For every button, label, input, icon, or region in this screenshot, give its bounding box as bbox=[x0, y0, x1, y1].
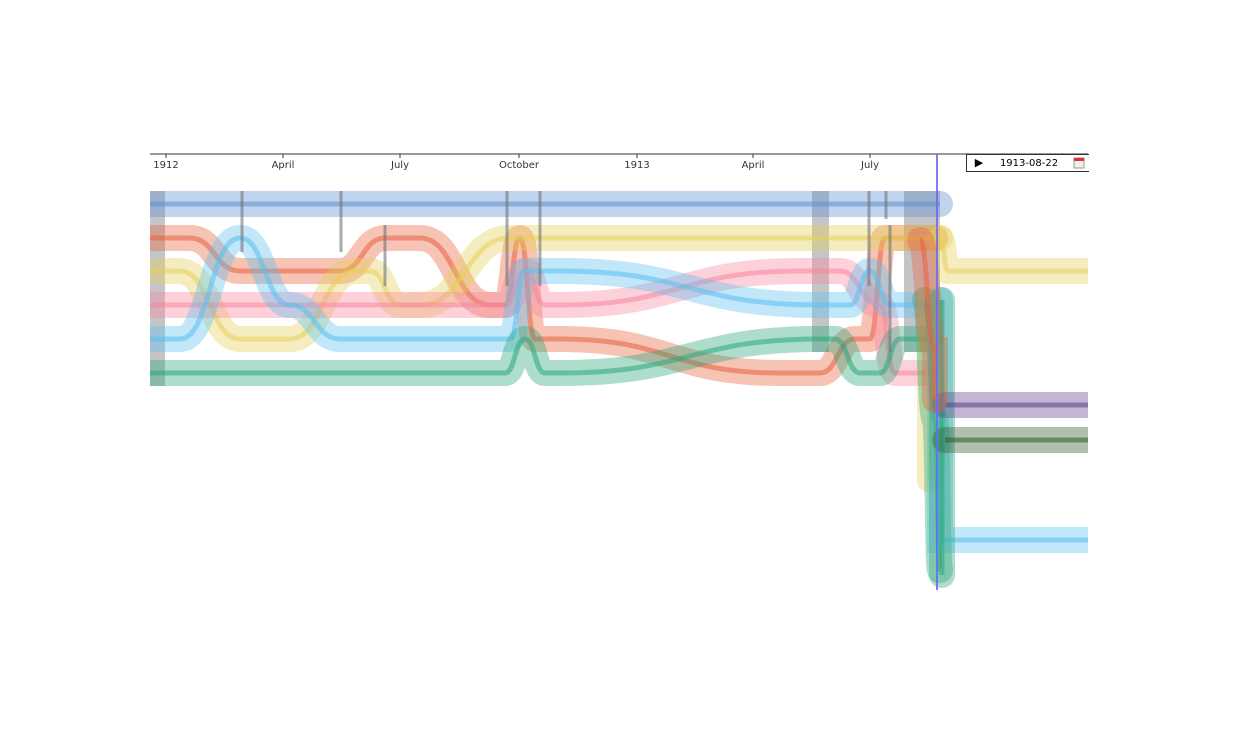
axis-label: July bbox=[860, 160, 879, 171]
date-control: ▶ 1913-08-22 bbox=[966, 154, 1097, 172]
calendar-top bbox=[1074, 158, 1084, 161]
storyline-core bbox=[150, 235, 940, 342]
event-ticks bbox=[240, 191, 892, 352]
axis-label: 1912 bbox=[153, 160, 178, 171]
event-tick bbox=[867, 191, 871, 286]
storyline-core bbox=[917, 237, 938, 400]
date-input[interactable]: 1913-08-22 bbox=[1000, 158, 1058, 169]
axis-label: April bbox=[742, 160, 765, 171]
event-tick bbox=[240, 191, 244, 252]
axis-label: October bbox=[499, 160, 540, 171]
event-tick bbox=[884, 191, 888, 219]
event-tick bbox=[538, 191, 542, 286]
storylines bbox=[150, 191, 1088, 588]
storyline-band bbox=[927, 225, 1088, 284]
axis-label: April bbox=[272, 160, 295, 171]
event-tick bbox=[888, 225, 892, 352]
right-margin bbox=[1089, 150, 1251, 610]
play-button[interactable]: ▶ bbox=[975, 156, 984, 169]
axis-label: 1913 bbox=[624, 160, 649, 171]
calendar-icon[interactable] bbox=[1073, 157, 1085, 169]
storyline-core bbox=[150, 235, 925, 342]
storyline-band bbox=[927, 287, 1088, 553]
storyline-core bbox=[937, 235, 1088, 274]
storyline-core bbox=[150, 336, 930, 376]
event-tick bbox=[339, 191, 343, 252]
axis-label: July bbox=[390, 160, 409, 171]
storyline-core bbox=[937, 300, 1088, 543]
event bbox=[150, 191, 165, 386]
event-tick bbox=[505, 191, 509, 286]
event-tick bbox=[383, 225, 387, 286]
event bbox=[904, 191, 940, 352]
axis-labels: 1912 April July October 1913 April July bbox=[153, 154, 879, 171]
